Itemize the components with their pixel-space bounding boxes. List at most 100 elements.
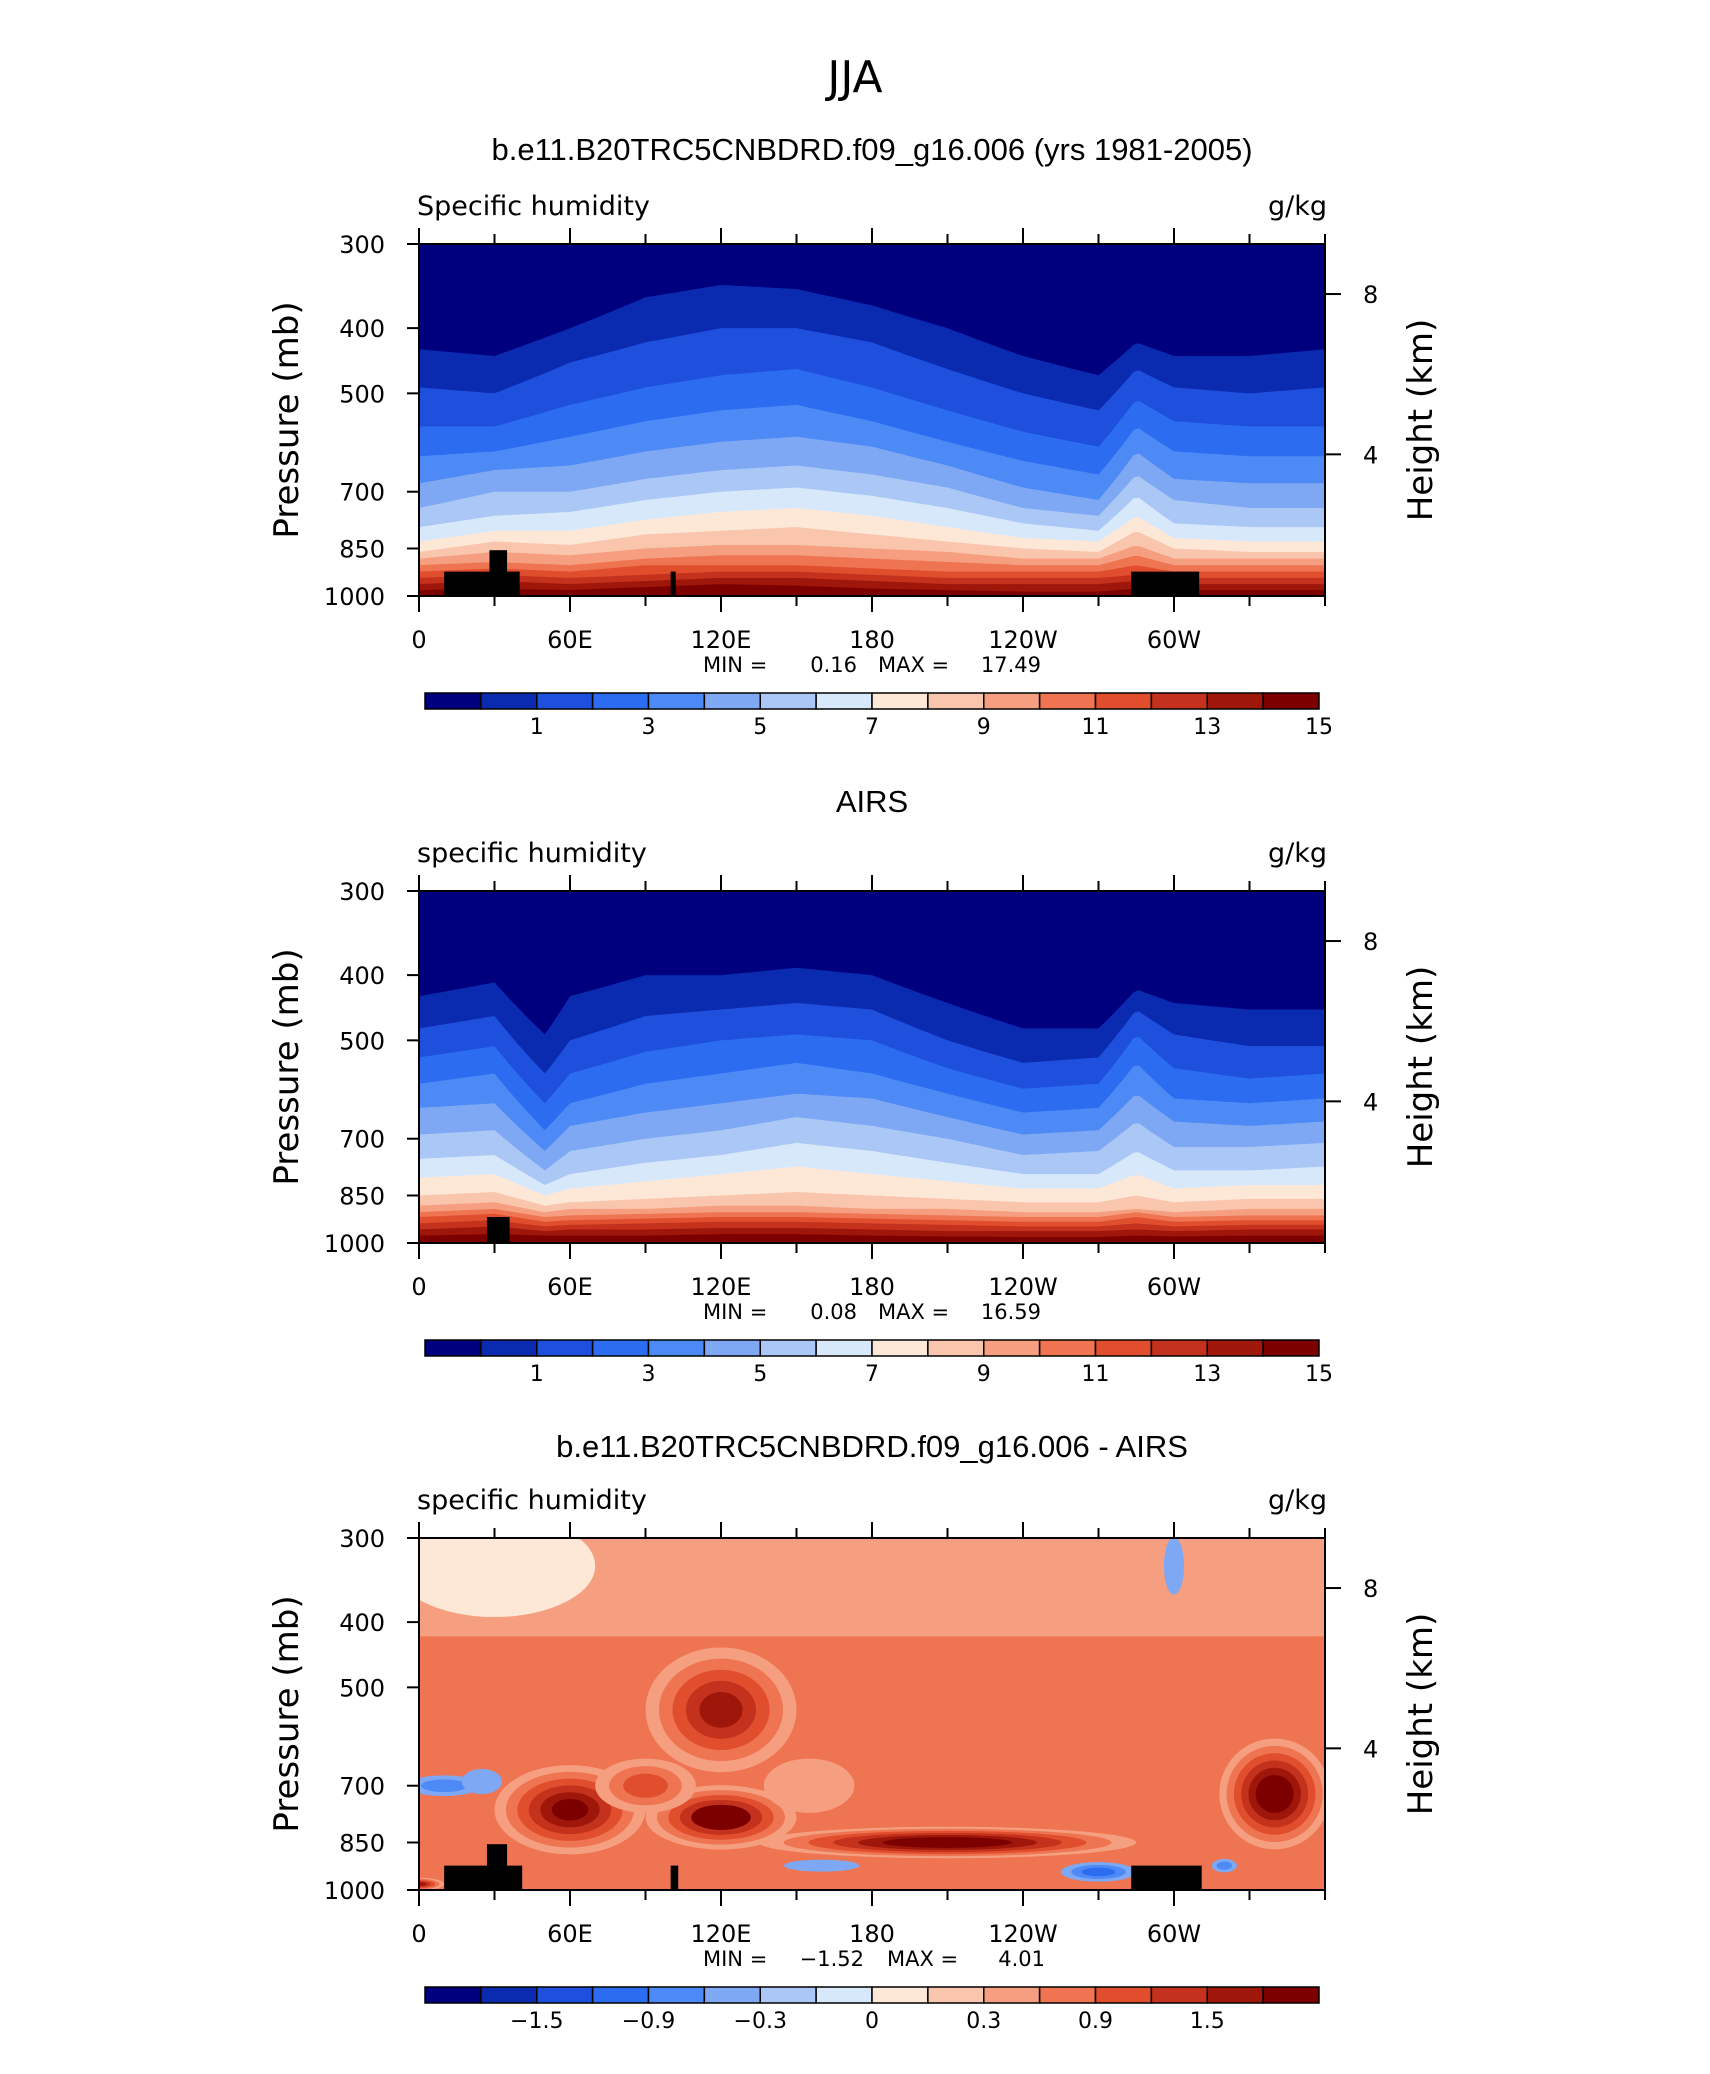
y-tick-label: 1000 [324,583,385,611]
topography-block [1131,572,1199,596]
field-blob [764,1759,855,1813]
panel-2-colorbar: 1 3 5 7 9 11 13 15 [425,1340,1333,1387]
colorbar-swatch [649,1987,705,2003]
x-tick-label: 60E [547,1920,593,1948]
colorbar-label: 3 [642,1362,656,1387]
colorbar-label: 13 [1193,1362,1221,1387]
x-tick-label: 60W [1147,1920,1201,1948]
field-blob [462,1769,502,1794]
colorbar-label: 5 [753,715,767,740]
x-tick-label: 0 [411,1273,426,1301]
panel-1-plot [419,244,1325,596]
colorbar-label: 9 [977,715,991,740]
x-tick-label: 180 [849,1920,895,1948]
colorbar-swatch [928,1987,984,2003]
panel-1-min-value: 0.16 [810,653,857,677]
field-blob [1164,1537,1184,1594]
colorbar-swatch [872,1340,928,1356]
y-tick-label: 400 [339,315,385,343]
panel-1-min-label: MIN = [703,653,767,677]
panel-2-title: AIRS [836,784,908,819]
colorbar-swatch [760,1987,816,2003]
y-tick-label: 300 [339,231,385,259]
colorbar-label: 11 [1082,715,1110,740]
colorbar-label: 7 [865,1362,879,1387]
x-tick-label: 120E [691,626,752,654]
colorbar-label: −0.9 [622,2009,675,2034]
y-tick-label: 1000 [324,1230,385,1258]
y-tick-label: 500 [339,380,385,408]
panel-3-max-value: 4.01 [998,1947,1045,1971]
y-tick-label: 300 [339,878,385,906]
colorbar-label: 0 [865,2009,879,2034]
colorbar-swatch [481,693,537,709]
panel-3-min-label: MIN = [703,1947,767,1971]
panel-2-units: g/kg [1268,838,1327,869]
topography-block [1131,1866,1201,1890]
panel-3-units: g/kg [1268,1485,1327,1516]
colorbar-swatch [928,693,984,709]
panel-3-max-label: MAX = [887,1947,958,1971]
panel-2-topography [487,1217,510,1243]
y-right-tick-label: 4 [1363,1735,1378,1763]
panel-2-max-value: 16.59 [981,1300,1041,1324]
colorbar-swatch [593,1340,649,1356]
colorbar-label: −0.3 [734,2009,787,2034]
colorbar-swatch [1096,1987,1152,2003]
x-tick-label: 60W [1147,1273,1201,1301]
field-blob [699,1692,742,1728]
panel-2-min-label: MIN = [703,1300,767,1324]
y-tick-label: 700 [339,1773,385,1801]
x-tick-label: 120E [691,1920,752,1948]
y-tick-label: 400 [339,962,385,990]
colorbar-swatch [984,1340,1040,1356]
panel-3-colorbar: −1.5 −0.9 −0.3 0 0.3 0.9 1.5 [425,1987,1319,2034]
panel-1-ylabel: Pressure (mb) [267,301,307,538]
colorbar-swatch [649,1340,705,1356]
y-right-tick-label: 8 [1363,1575,1378,1603]
colorbar-swatch [1207,693,1263,709]
colorbar-label: 5 [753,1362,767,1387]
x-tick-label: 120W [988,1273,1058,1301]
colorbar-label: 9 [977,1362,991,1387]
colorbar-label: 0.3 [966,2009,1001,2034]
topography-block [487,1844,507,1890]
colorbar-swatch [760,693,816,709]
panel-2-plot [419,891,1325,1243]
colorbar-swatch [649,693,705,709]
panel-1-ylabel-right: Height (km) [1401,319,1441,522]
field-blob [623,1774,668,1798]
colorbar-swatch [1207,1340,1263,1356]
panel-2-left-label: specific humidity [417,838,647,869]
colorbar-label: 1 [530,1362,544,1387]
colorbar-label: 15 [1305,1362,1333,1387]
y-tick-label: 850 [339,535,385,563]
x-tick-label: 60E [547,626,593,654]
colorbar-swatch [872,1987,928,2003]
panel-1: b.e11.B20TRC5CNBDRD.f09_g16.006 (yrs 198… [267,132,1441,740]
colorbar-swatch [593,693,649,709]
x-tick-label: 0 [411,1920,426,1948]
page-title: JJA [824,52,882,103]
colorbar-swatch [1040,1340,1096,1356]
colorbar-swatch [704,1987,760,2003]
field-blob [421,1779,467,1792]
colorbar-swatch [1263,1987,1319,2003]
y-tick-label: 400 [339,1609,385,1637]
colorbar-label: 7 [865,715,879,740]
colorbar-swatch [537,1340,593,1356]
panel-3-ylabel: Pressure (mb) [267,1595,307,1832]
x-tick-label: 180 [849,1273,895,1301]
panel-3-plot [394,1515,1330,1891]
colorbar-swatch [704,693,760,709]
panel-1-max-label: MAX = [878,653,949,677]
colorbar-swatch [425,693,481,709]
figure: JJA b.e11.B20TRC5CNBDRD.f09_g16.006 (yrs… [0,0,1710,2074]
panel-3: b.e11.B20TRC5CNBDRD.f09_g16.006 - AIRS s… [267,1429,1441,2034]
panel-3-left-label: specific humidity [417,1485,647,1516]
colorbar-swatch [481,1340,537,1356]
y-right-tick-label: 8 [1363,281,1378,309]
panel-2: AIRS specific humidity g/kg 0 60E 120E 180 1… [267,784,1441,1387]
field-blob [784,1860,860,1872]
field-blob [552,1799,589,1821]
